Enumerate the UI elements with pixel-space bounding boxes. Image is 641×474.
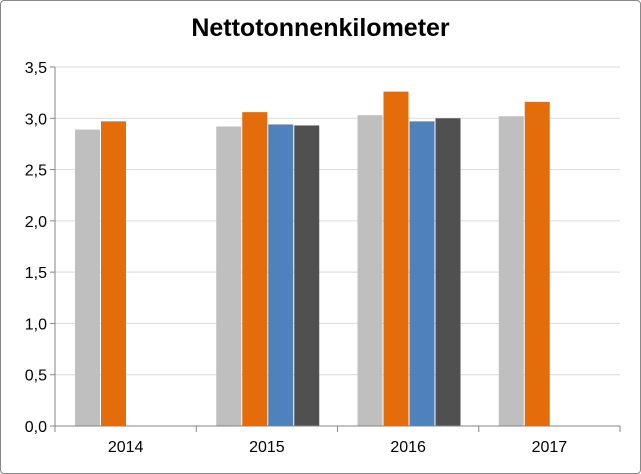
x-tick-label: 2015: [249, 439, 285, 456]
y-tick-label: 2,5: [25, 163, 47, 180]
bar: [524, 101, 550, 427]
y-tick-label: 1,5: [25, 265, 47, 282]
y-tick-label: 1,0: [25, 316, 47, 333]
chart-title: Nettotonnenkilometer: [191, 14, 450, 42]
bar: [294, 125, 320, 427]
y-tick-label: 2,0: [25, 214, 47, 231]
x-tick-label: 2014: [108, 439, 144, 456]
bar: [357, 115, 383, 427]
bar: [101, 121, 126, 426]
y-tick-label: 0,0: [25, 419, 47, 436]
y-tick-label: 3,0: [25, 111, 47, 128]
bar: [242, 112, 268, 426]
bar: [409, 121, 435, 426]
y-tick-label: 0,5: [25, 368, 47, 385]
bars: [75, 91, 550, 427]
bar: [75, 129, 100, 426]
bar: [383, 91, 409, 427]
bar: [268, 124, 294, 426]
bar: [498, 116, 524, 426]
bar: [435, 118, 461, 427]
bar: [216, 126, 242, 427]
x-tick-label: 2017: [532, 439, 568, 456]
tick-labels: 0,0 0,5 1,0 1,5 2,0 2,5 3,0 3,5 2014 2015 2016 2017: [25, 60, 568, 456]
x-tick-label: 2016: [390, 439, 426, 456]
axes: [50, 66, 621, 432]
y-tick-label: 3,5: [25, 60, 47, 77]
